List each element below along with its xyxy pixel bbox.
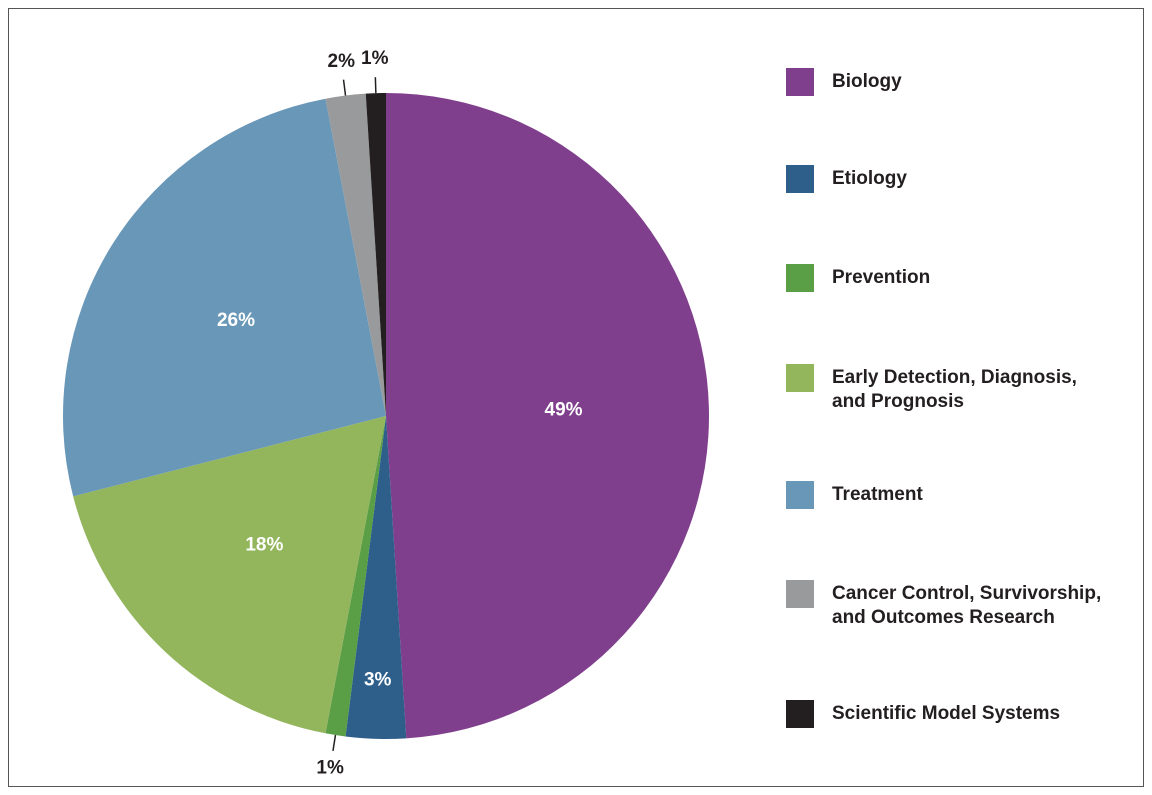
legend-label: Early Detection, Diagnosis, and Prognosi…: [832, 367, 1077, 412]
legend-label: Prevention: [832, 267, 931, 288]
pie-slice: [73, 416, 386, 734]
legend-swatch: [786, 364, 814, 392]
data-label: 1%: [361, 48, 389, 69]
legend-swatch: [786, 481, 814, 509]
pie-slice: [365, 93, 386, 416]
pie-slice: [386, 93, 709, 739]
legend-item: Early Detection, Diagnosis, and Prognosi…: [786, 364, 1116, 414]
legend-label: Etiology: [832, 168, 907, 189]
data-label: 49%: [545, 399, 583, 420]
data-label: 2%: [328, 51, 356, 72]
legend-item: Scientific Model Systems: [786, 700, 1116, 728]
legend-item: Biology: [786, 68, 1116, 96]
legend-swatch: [786, 580, 814, 608]
legend-item: Treatment: [786, 481, 1116, 509]
pie-slice: [325, 93, 386, 417]
legend-swatch: [786, 165, 814, 193]
data-label: 26%: [217, 310, 255, 331]
data-label: 1%: [316, 758, 344, 779]
legend-label: Scientific Model Systems: [832, 703, 1061, 724]
frame: [8, 8, 1144, 787]
leader-line: [374, 77, 377, 94]
legend-swatch: [786, 700, 814, 728]
pie-slice: [325, 416, 386, 737]
legend-item: Cancer Control, Survivorship, and Outcom…: [786, 580, 1116, 630]
legend-swatch: [786, 68, 814, 96]
legend-swatch: [786, 264, 814, 292]
data-label: 3%: [364, 670, 392, 691]
legend-item: Prevention: [786, 264, 1116, 292]
legend-item: Etiology: [786, 165, 1116, 193]
data-label: 18%: [245, 535, 283, 556]
leader-line: [342, 79, 347, 96]
pie-slice: [62, 98, 386, 497]
pie-slice: [345, 416, 407, 739]
leader-line: [332, 734, 337, 751]
legend-label: Treatment: [832, 484, 923, 505]
legend-label: Biology: [832, 71, 902, 92]
legend-label: Cancer Control, Survivorship, and Outcom…: [832, 583, 1102, 628]
